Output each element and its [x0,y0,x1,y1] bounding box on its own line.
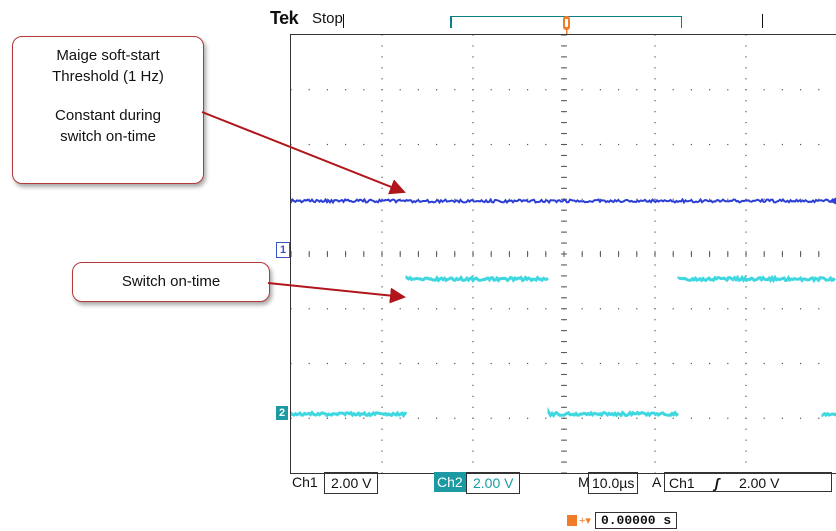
channel-readout-bar: Ch1 2.00 V Ch2 2.00 V M 10.0µs A Ch1 ʃ 2… [290,472,836,492]
rising-edge-icon: ʃ [715,475,719,491]
trigger-icon [567,515,577,526]
ch2-label[interactable]: Ch2 [434,472,466,492]
trigger-mode-prefix: A [652,472,661,492]
timebase-value[interactable]: 10.0µs [588,472,638,494]
delay-arrow-icon: +▾ [579,515,591,527]
trigger-settings[interactable]: Ch1 ʃ 2.00 V [664,472,832,492]
threshold-arrow [202,112,404,192]
switch-arrow [268,283,404,297]
ch1-label[interactable]: Ch1 [292,472,318,492]
trigger-delay-value: 0.00000 s [595,512,677,529]
ch2-scale[interactable]: 2.00 V [466,472,520,494]
trigger-source: Ch1 [669,475,695,491]
trigger-level: 2.00 V [739,475,779,491]
trigger-delay-readout[interactable]: +▾ 0.00000 s [567,512,677,529]
ch1-scale[interactable]: 2.00 V [324,472,378,494]
